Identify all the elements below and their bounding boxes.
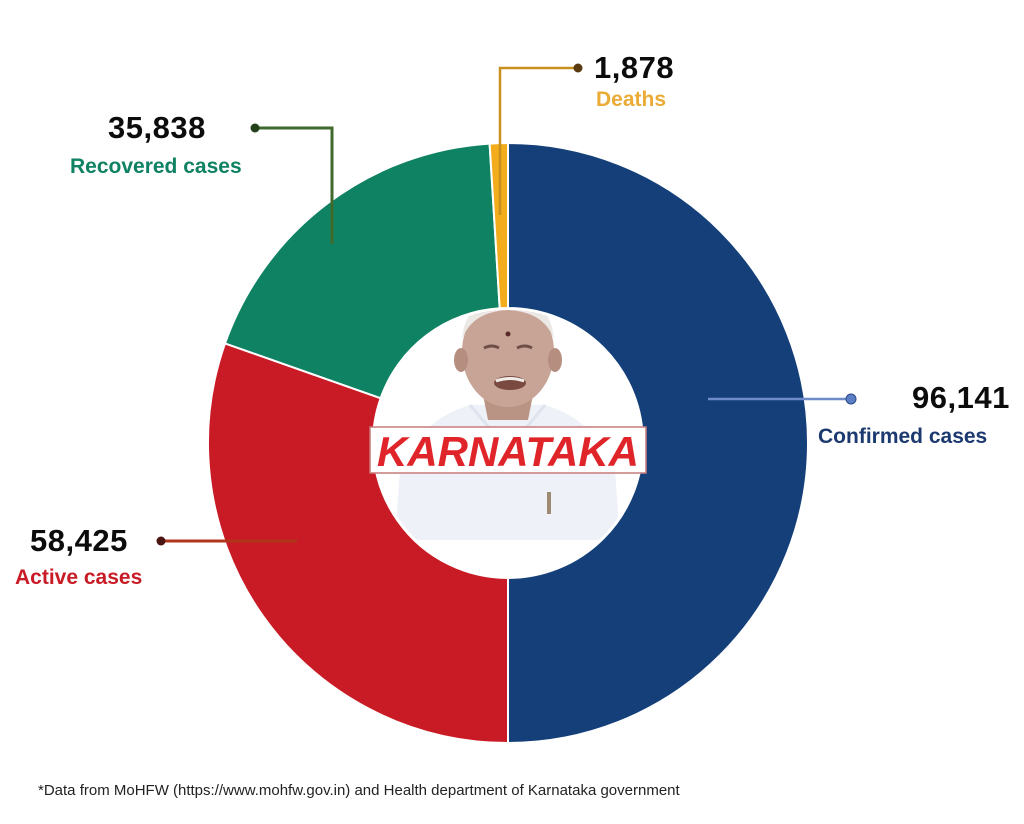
- svg-text:KARNATAKA: KARNATAKA: [377, 428, 639, 475]
- recovered-leader-line: [255, 126, 334, 244]
- karnataka-banner: KARNATAKA: [369, 426, 647, 475]
- deaths-value: 1,878: [594, 50, 675, 85]
- active-label: Active cases: [15, 566, 143, 589]
- confirmed-value: 96,141: [912, 380, 1010, 415]
- leader-lines: [156, 63, 857, 546]
- donut-slices: [207, 141, 809, 745]
- recovered-label: Recovered cases: [70, 155, 242, 178]
- slice-recovered-cases: [223, 142, 501, 400]
- footnote: *Data from MoHFW (https://www.mohfw.gov.…: [38, 782, 680, 799]
- deaths-label: Deaths: [596, 88, 667, 111]
- deaths-leader-line: [498, 66, 578, 215]
- active-value: 58,425: [30, 523, 128, 558]
- recovered-value: 35,838: [108, 110, 206, 145]
- confirmed-label: Confirmed cases: [818, 425, 988, 448]
